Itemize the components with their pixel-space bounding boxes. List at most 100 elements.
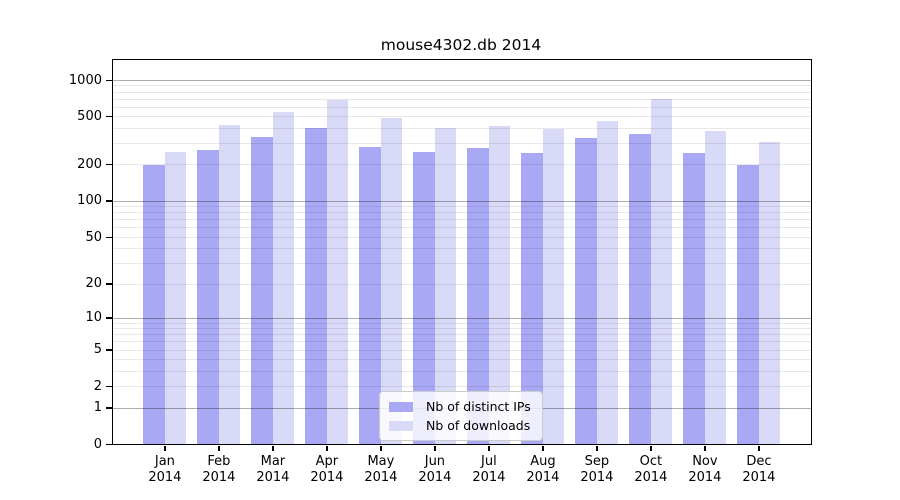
y-tick-mark bbox=[106, 116, 112, 118]
downloads-bar-sep bbox=[596, 121, 619, 444]
gridline-minor bbox=[113, 341, 811, 343]
x-tick-label: Apr 2014 bbox=[310, 453, 344, 486]
x-tick-label: Aug 2014 bbox=[526, 453, 560, 486]
downloads-bar-may bbox=[380, 118, 403, 444]
x-tick-label: Jul 2014 bbox=[472, 453, 506, 486]
x-tick-label: Mar 2014 bbox=[256, 453, 290, 486]
x-tick-label: Feb 2014 bbox=[202, 453, 236, 486]
downloads-bar-dec bbox=[758, 141, 781, 444]
y-tick-label: 500 bbox=[77, 109, 102, 125]
gridline-major bbox=[113, 200, 811, 202]
y-tick-mark bbox=[106, 443, 112, 446]
legend-swatch-distinct-ips bbox=[389, 401, 413, 412]
gridline-minor bbox=[113, 91, 811, 93]
x-tick-mark bbox=[272, 445, 274, 451]
gridline-minor bbox=[113, 334, 811, 336]
x-tick-label: May 2014 bbox=[364, 453, 398, 486]
legend-item-distinct-ips: Nb of distinct IPs bbox=[389, 397, 542, 416]
y-tick-label: 200 bbox=[77, 157, 102, 173]
gridline-minor bbox=[113, 349, 811, 351]
x-tick-label: Oct 2014 bbox=[634, 453, 668, 486]
x-tick-mark bbox=[488, 445, 490, 451]
x-tick-mark bbox=[542, 445, 544, 451]
x-tick-mark bbox=[326, 445, 328, 451]
ips-bar-feb bbox=[196, 150, 219, 444]
x-tick-mark bbox=[596, 445, 598, 451]
x-tick-mark bbox=[758, 445, 760, 451]
ips-bar-jun bbox=[412, 151, 435, 444]
ips-bar-dec bbox=[736, 164, 759, 444]
y-tick-mark bbox=[106, 317, 112, 319]
ips-bar-apr bbox=[304, 128, 327, 444]
y-tick-mark bbox=[106, 200, 112, 202]
y-tick-label: 0 bbox=[93, 436, 102, 452]
x-tick-mark bbox=[650, 445, 652, 451]
y-tick-label: 1 bbox=[93, 400, 102, 416]
downloads-bar-oct bbox=[650, 99, 673, 444]
x-tick-label: Jun 2014 bbox=[418, 453, 452, 486]
downloads-bar-jan bbox=[164, 151, 187, 444]
legend-label-distinct-ips: Nb of distinct IPs bbox=[426, 399, 531, 414]
downloads-bar-jun bbox=[434, 127, 457, 444]
gridline-minor bbox=[113, 227, 811, 229]
gridline-minor bbox=[113, 98, 811, 100]
y-tick-mark bbox=[106, 385, 112, 388]
gridline-minor bbox=[113, 322, 811, 324]
downloads-bar-nov bbox=[704, 131, 727, 444]
gridline-minor bbox=[113, 236, 811, 238]
gridline-minor bbox=[113, 206, 811, 208]
x-tick-mark bbox=[704, 445, 706, 451]
ips-bar-nov bbox=[682, 153, 705, 444]
gridline-minor bbox=[113, 128, 811, 129]
gridline-minor bbox=[113, 219, 811, 221]
ips-bar-sep bbox=[574, 137, 597, 444]
gridline-minor bbox=[113, 143, 811, 145]
downloads-bar-apr bbox=[326, 100, 349, 444]
gridline-minor bbox=[113, 328, 811, 330]
ips-bar-oct bbox=[628, 134, 651, 444]
gridline-minor bbox=[113, 359, 811, 361]
gridline-minor bbox=[113, 283, 811, 285]
gridline-minor bbox=[113, 164, 811, 166]
y-tick-mark bbox=[106, 164, 112, 166]
legend-swatch-downloads bbox=[389, 420, 413, 431]
y-tick-label: 5 bbox=[93, 342, 102, 358]
y-tick-label: 1000 bbox=[68, 72, 102, 88]
gridline-major bbox=[113, 317, 811, 319]
downloads-bar-mar bbox=[272, 111, 295, 444]
downloads-bar-feb bbox=[218, 125, 241, 444]
downloads-bar-aug bbox=[542, 129, 565, 444]
gridline-minor bbox=[113, 212, 811, 214]
gridline-minor bbox=[113, 116, 811, 118]
ips-bar-may bbox=[358, 146, 381, 444]
legend: Nb of distinct IPs Nb of downloads bbox=[379, 391, 543, 441]
gridline-minor bbox=[113, 262, 811, 264]
y-tick-label: 10 bbox=[85, 310, 102, 326]
gridline-minor bbox=[113, 85, 811, 87]
ips-bar-mar bbox=[250, 137, 273, 444]
gridline-minor bbox=[113, 248, 811, 250]
y-tick-label: 50 bbox=[85, 229, 102, 245]
gridline-minor bbox=[113, 386, 811, 388]
y-tick-mark bbox=[106, 349, 112, 351]
downloads-bar-jul bbox=[488, 125, 511, 444]
chart-title: mouse4302.db 2014 bbox=[380, 36, 542, 54]
x-tick-label: Jan 2014 bbox=[148, 453, 182, 486]
y-tick-mark bbox=[106, 407, 112, 409]
ips-bar-jan bbox=[142, 165, 165, 444]
x-tick-mark bbox=[164, 445, 166, 451]
y-tick-label: 2 bbox=[93, 378, 102, 394]
plot-area: Nb of distinct IPs Nb of downloads bbox=[112, 59, 812, 445]
x-tick-mark bbox=[380, 445, 382, 451]
legend-item-downloads: Nb of downloads bbox=[389, 416, 542, 435]
y-tick-label: 100 bbox=[77, 193, 102, 209]
gridline-major bbox=[113, 79, 811, 81]
y-tick-mark bbox=[106, 236, 112, 238]
y-tick-mark bbox=[106, 283, 112, 285]
ips-bar-aug bbox=[520, 153, 543, 444]
y-tick-label: 20 bbox=[85, 276, 102, 292]
gridline-minor bbox=[113, 370, 811, 372]
gridline-minor bbox=[113, 106, 811, 108]
y-tick-mark bbox=[106, 79, 112, 81]
legend-label-downloads: Nb of downloads bbox=[426, 418, 531, 433]
